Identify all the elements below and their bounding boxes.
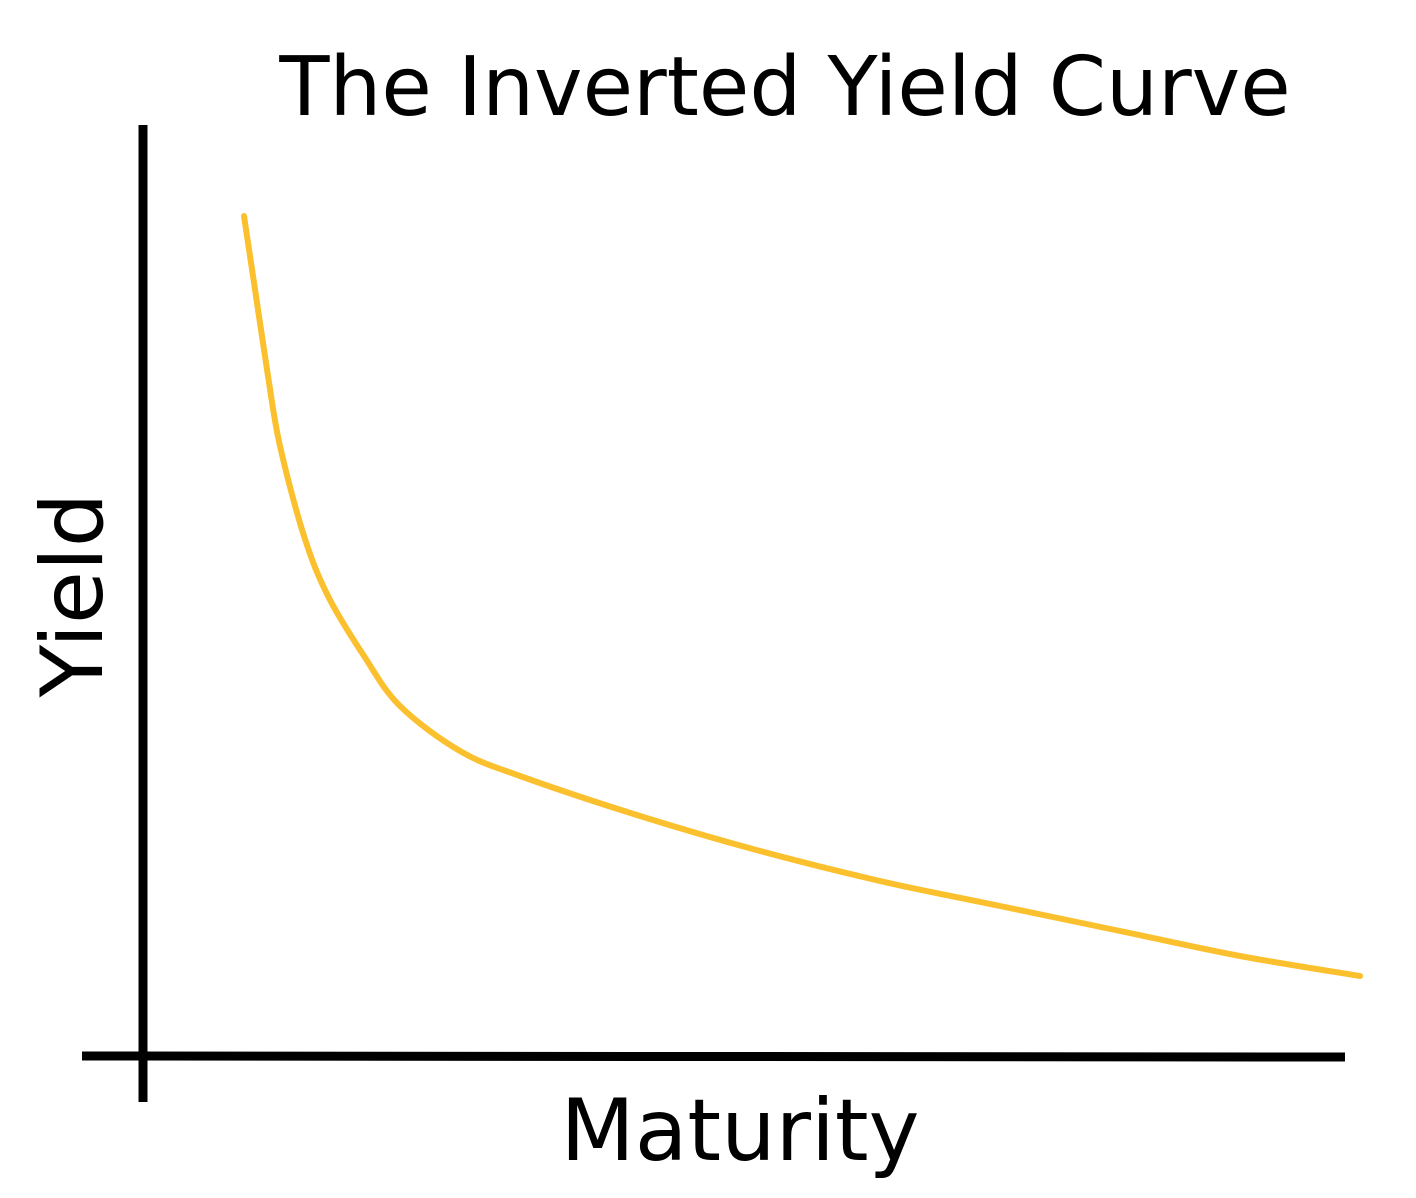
x-axis-label: Maturity — [561, 1081, 920, 1181]
yield-series-line — [241, 213, 1363, 979]
y-axis-label: Yield — [23, 493, 123, 699]
chart-title: The Inverted Yield Curve — [278, 40, 1290, 135]
x-axis-line — [81, 1051, 1346, 1062]
